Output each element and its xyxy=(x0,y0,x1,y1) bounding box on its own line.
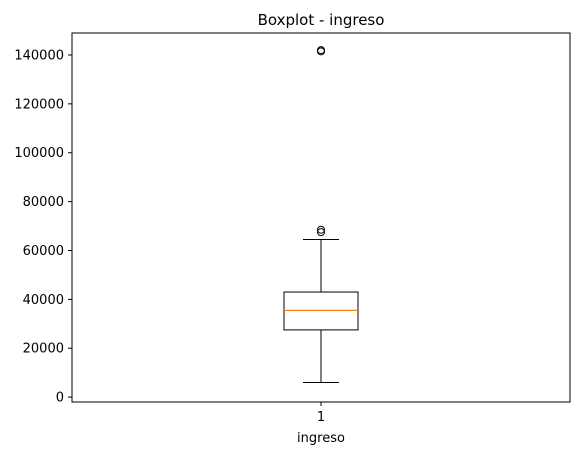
x-axis-label: ingreso xyxy=(297,431,345,446)
y-tick-label: 0 xyxy=(56,391,64,406)
outlier-point xyxy=(317,46,325,55)
chart-title: Boxplot - ingreso xyxy=(258,11,385,29)
boxes-layer xyxy=(283,46,359,383)
y-axis: 0 20000 40000 60000 80000 100000 120000 140000 xyxy=(14,48,72,406)
y-tick-label: 140000 xyxy=(14,48,64,63)
iqr-box xyxy=(283,291,359,331)
y-tick-label: 40000 xyxy=(23,293,64,308)
y-tick-label: 80000 xyxy=(23,195,64,210)
outlier-point xyxy=(317,225,325,234)
outlier-point xyxy=(317,228,325,237)
y-tick-label: 100000 xyxy=(14,146,64,161)
x-axis: 1 xyxy=(317,402,325,425)
x-tick-label: 1 xyxy=(317,410,325,425)
y-tick-label: 120000 xyxy=(14,97,64,112)
y-tick-label: 60000 xyxy=(23,244,64,259)
y-tick-label: 20000 xyxy=(23,342,64,357)
